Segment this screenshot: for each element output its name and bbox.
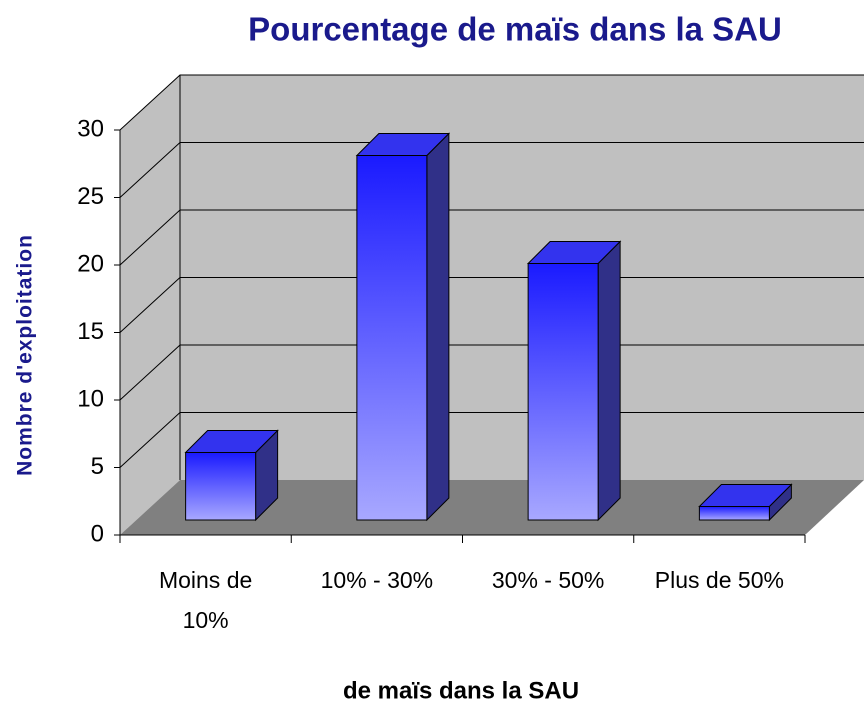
bar-side xyxy=(426,132,450,522)
x-tick-label: 10% - 30% xyxy=(320,567,434,593)
x-tick-label: Moins de 10% xyxy=(158,567,253,633)
bar xyxy=(185,452,257,521)
floor xyxy=(120,480,864,535)
y-tick-label: 25 xyxy=(77,183,104,210)
x-tick-label: 30% - 50% xyxy=(491,567,605,593)
grid-line xyxy=(119,277,864,333)
y-tick-label: 5 xyxy=(91,453,104,480)
bar-side xyxy=(597,240,621,522)
grid-line xyxy=(119,412,864,468)
bar xyxy=(698,506,770,521)
y-tick-label: 30 xyxy=(77,115,104,142)
bar xyxy=(356,155,428,521)
y-tick-label: 0 xyxy=(91,520,104,547)
y-tick-label: 20 xyxy=(77,250,104,277)
bar xyxy=(527,263,599,521)
back-wall xyxy=(120,75,864,535)
x-tick-label: Plus de 50% xyxy=(654,567,784,593)
x-axis-label: de maïs dans la SAU xyxy=(343,677,579,704)
chart-title: Pourcentage de maïs dans la SAU xyxy=(248,11,782,48)
grid-line xyxy=(119,142,864,198)
grid-line xyxy=(119,209,864,266)
y-tick-label: 10 xyxy=(77,385,104,412)
grid-line xyxy=(119,74,864,131)
y-axis-label: Nombre d'exploitation xyxy=(14,234,37,476)
grid-line xyxy=(119,344,864,401)
y-tick-label: 15 xyxy=(77,318,104,345)
